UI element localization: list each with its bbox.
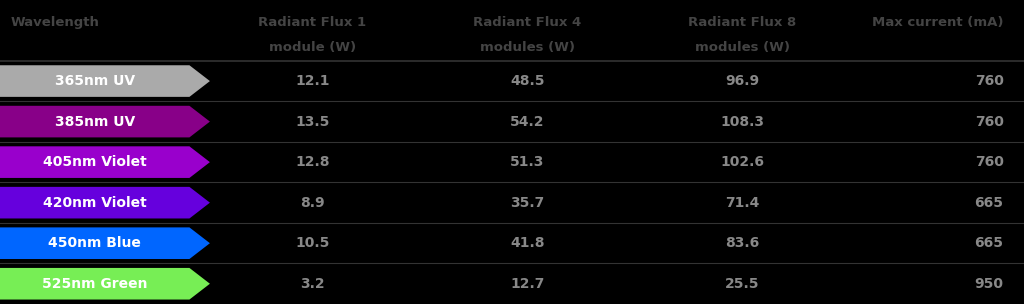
Text: 665: 665 [975, 236, 1004, 250]
Polygon shape [0, 65, 210, 97]
Polygon shape [0, 146, 210, 178]
Text: 405nm Violet: 405nm Violet [43, 155, 146, 169]
Text: 41.8: 41.8 [510, 236, 545, 250]
Text: 71.4: 71.4 [725, 196, 760, 210]
Text: Radiant Flux 8: Radiant Flux 8 [688, 16, 797, 29]
Text: 760: 760 [975, 155, 1004, 169]
Text: 48.5: 48.5 [510, 74, 545, 88]
Text: 3.2: 3.2 [300, 277, 325, 291]
Text: 665: 665 [975, 196, 1004, 210]
Text: 8.9: 8.9 [300, 196, 325, 210]
Text: 35.7: 35.7 [510, 196, 545, 210]
Text: Max current (mA): Max current (mA) [872, 16, 1004, 29]
Text: 54.2: 54.2 [510, 115, 545, 129]
Text: 13.5: 13.5 [295, 115, 330, 129]
Text: Radiant Flux 1: Radiant Flux 1 [258, 16, 367, 29]
Text: 108.3: 108.3 [721, 115, 764, 129]
Text: 950: 950 [975, 277, 1004, 291]
Text: 83.6: 83.6 [725, 236, 760, 250]
Polygon shape [0, 187, 210, 219]
Text: module (W): module (W) [268, 41, 356, 54]
Text: 96.9: 96.9 [725, 74, 760, 88]
Polygon shape [0, 268, 210, 299]
Text: 385nm UV: 385nm UV [54, 115, 135, 129]
Text: 10.5: 10.5 [295, 236, 330, 250]
Text: 420nm Violet: 420nm Violet [43, 196, 146, 210]
Text: 450nm Blue: 450nm Blue [48, 236, 141, 250]
Text: Wavelength: Wavelength [10, 16, 99, 29]
Text: 12.7: 12.7 [510, 277, 545, 291]
Text: modules (W): modules (W) [480, 41, 574, 54]
Text: 760: 760 [975, 115, 1004, 129]
Text: 25.5: 25.5 [725, 277, 760, 291]
Text: 12.1: 12.1 [295, 74, 330, 88]
Polygon shape [0, 106, 210, 137]
Text: 365nm UV: 365nm UV [54, 74, 135, 88]
Text: 760: 760 [975, 74, 1004, 88]
Text: 51.3: 51.3 [510, 155, 545, 169]
Text: 102.6: 102.6 [721, 155, 764, 169]
Text: 525nm Green: 525nm Green [42, 277, 147, 291]
Polygon shape [0, 227, 210, 259]
Text: Radiant Flux 4: Radiant Flux 4 [473, 16, 582, 29]
Text: modules (W): modules (W) [695, 41, 790, 54]
Text: 12.8: 12.8 [295, 155, 330, 169]
